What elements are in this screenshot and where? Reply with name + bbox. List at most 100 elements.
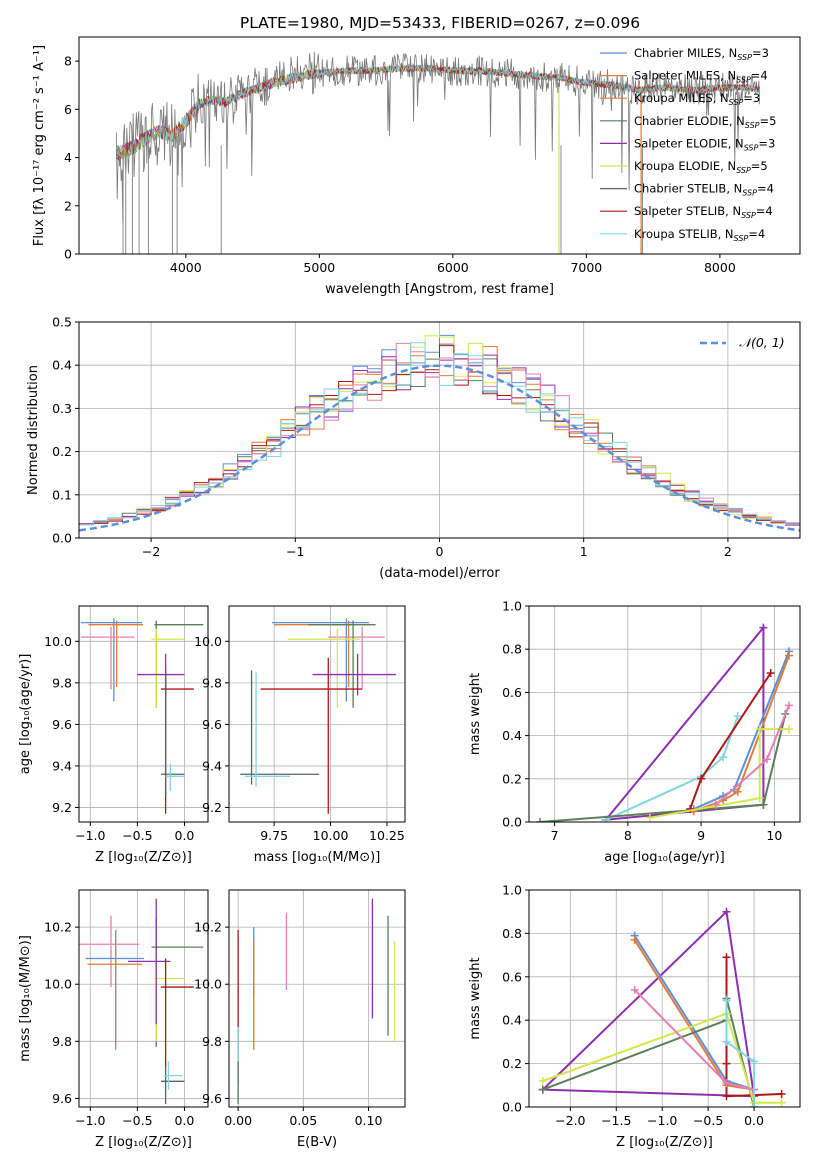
y-tick-label: 1.0: [502, 883, 522, 898]
x-tick-label: 7000: [570, 260, 602, 275]
y-tick-label: 0.0: [502, 815, 522, 830]
legend-value: =3: [758, 136, 775, 150]
x-axis-label: age [log₁₀(age/yr)]: [604, 850, 725, 865]
x-tick-label: 9.75: [260, 828, 288, 843]
legend-value: =4: [751, 69, 768, 83]
series-line: [542, 1012, 782, 1104]
x-tick-label: 0.05: [289, 1113, 317, 1128]
x-tick-label: −1: [286, 544, 304, 559]
plot-area: [229, 890, 405, 1107]
series-marker: [722, 1092, 731, 1101]
spectrum-line: [116, 64, 761, 159]
x-tick-label: −2.0: [555, 1113, 585, 1128]
legend-label: Salpeter ELODIE, NSSP=3: [634, 136, 775, 152]
series-line: [605, 715, 739, 821]
x-tick-label: −0.5: [122, 1113, 152, 1128]
legend-subscript: SSP: [737, 53, 752, 62]
x-tick-label: 0.0: [744, 1113, 764, 1128]
plot-area: [79, 890, 208, 1107]
spectrum-line: [116, 51, 761, 223]
series-line: [539, 713, 787, 822]
x-tick-label: 0.0: [175, 1113, 195, 1128]
series-marker: [766, 668, 775, 677]
plot-area: [79, 322, 800, 538]
series-line: [689, 672, 772, 810]
y-tick-label: 4: [64, 150, 72, 165]
y-tick-label: 0.4: [52, 358, 72, 373]
series-marker: [722, 1079, 731, 1088]
legend-subscript: SSP: [741, 211, 756, 220]
x-axis-label: wavelength [Angstrom, rest frame]: [325, 282, 554, 297]
x-tick-label: −0.5: [122, 828, 152, 843]
x-axis-label: E(B-V): [297, 1135, 337, 1150]
axes-frame: [78, 889, 209, 1108]
y-tick-label: 9.8: [202, 1034, 222, 1049]
x-tick-label: 6000: [437, 260, 469, 275]
series-marker: [759, 800, 768, 809]
series-marker: [785, 701, 794, 710]
series-line: [693, 655, 790, 813]
series-marker: [750, 1057, 759, 1066]
series-marker: [645, 813, 654, 822]
series-marker: [722, 953, 731, 962]
plot-area: [229, 606, 405, 822]
y-tick-label: 10.0: [194, 977, 222, 992]
x-tick-label: 0.10: [355, 1113, 383, 1128]
series-marker: [777, 1098, 786, 1107]
y-tick-label: 0.1: [52, 487, 72, 502]
axes-frame: [528, 889, 801, 1108]
x-axis-label: mass [log₁₀(M/M⊙)]: [254, 850, 381, 865]
histogram-step: [79, 335, 800, 526]
x-tick-label: −1.0: [75, 1113, 105, 1128]
x-tick-label: −1.0: [647, 1113, 677, 1128]
series-marker: [538, 1085, 547, 1094]
y-tick-label: 0.2: [502, 1056, 522, 1071]
legend-label: Chabrier MILES, NSSP=3: [634, 46, 769, 62]
y-tick-label: 0.2: [52, 444, 72, 459]
legend-subscript: SSP: [736, 166, 751, 175]
y-tick-label: 0.4: [502, 1013, 522, 1028]
x-tick-label: 9: [697, 828, 705, 843]
x-tick-label: 1: [580, 544, 588, 559]
plot-area: [116, 51, 761, 254]
y-axis-label: Flux [fλ 10⁻¹⁷ erg cm⁻² s⁻¹ A⁻¹]: [32, 45, 47, 246]
legend-value: =5: [751, 159, 768, 173]
y-tick-label: 0.6: [502, 685, 522, 700]
y-axis-label: mass weight: [468, 957, 483, 1039]
y-tick-label: 0.8: [502, 926, 522, 941]
legend-value: =5: [760, 114, 777, 128]
series-marker: [763, 755, 772, 764]
x-tick-label: 10.25: [369, 828, 405, 843]
legend-label: Kroupa ELODIE, NSSP=5: [634, 159, 768, 175]
x-axis-label: (data-model)/error: [379, 566, 500, 581]
legend-subscript: SSP: [734, 234, 749, 243]
legend-value: =3: [752, 46, 769, 60]
legend-value: =4: [756, 204, 773, 218]
axes-frame: [228, 605, 406, 823]
legend-label: Chabrier STELIB, NSSP=4: [634, 182, 774, 198]
y-tick-label: 0: [64, 247, 72, 262]
series-marker: [535, 818, 544, 822]
y-tick-label: 0.4: [502, 728, 522, 743]
y-tick-label: 0.6: [502, 969, 522, 984]
y-tick-label: 1.0: [502, 599, 522, 614]
y-tick-label: 0.8: [502, 642, 522, 657]
y-tick-label: 10.0: [194, 634, 222, 649]
series-marker: [686, 805, 695, 814]
y-tick-label: 9.2: [52, 800, 72, 815]
y-tick-label: 10.0: [44, 634, 72, 649]
x-tick-label: 8: [624, 828, 632, 843]
plot-area: [529, 890, 800, 1107]
x-tick-label: 0: [436, 544, 444, 559]
y-tick-label: 0.5: [52, 315, 72, 330]
x-tick-label: 7: [551, 828, 559, 843]
legend-value: =4: [748, 227, 765, 241]
plot-area: [79, 606, 208, 822]
axes-frame: [78, 36, 801, 255]
x-tick-label: −1.0: [75, 828, 105, 843]
y-tick-label: 9.6: [52, 717, 72, 732]
x-tick-label: −2: [142, 544, 160, 559]
legend-label: 𝒩(0, 1): [739, 335, 785, 350]
x-tick-label: 0.0: [175, 828, 195, 843]
